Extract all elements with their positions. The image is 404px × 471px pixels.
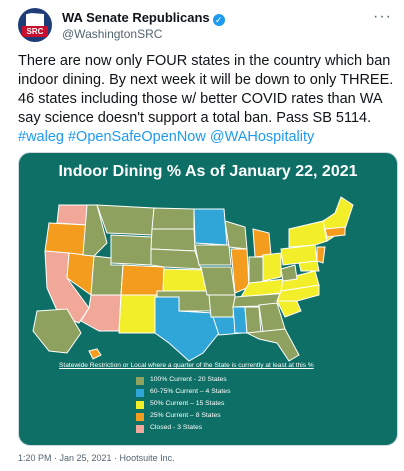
state-maryland bbox=[298, 260, 320, 272]
tweet-body: There are now only FOUR states in the co… bbox=[18, 53, 394, 126]
legend-label: 50% Current – 15 States bbox=[150, 400, 225, 407]
state-west-virginia bbox=[280, 264, 298, 282]
state-arizona bbox=[80, 294, 122, 332]
state-montana bbox=[96, 204, 155, 236]
tweet-timestamp[interactable]: 1:20 PM · Jan 25, 2021 · Hootsuite Inc. bbox=[18, 453, 175, 463]
account-display-name[interactable]: WA Senate Republicans ✓ bbox=[62, 10, 225, 26]
state-missouri bbox=[200, 266, 236, 296]
state-north-dakota bbox=[151, 207, 195, 230]
state-idaho bbox=[82, 204, 108, 257]
display-name-text: WA Senate Republicans bbox=[62, 10, 210, 25]
state-michigan bbox=[252, 228, 272, 258]
legend-swatch bbox=[136, 401, 144, 409]
state-new-mexico bbox=[118, 294, 158, 334]
legend-label: 25% Current – 8 States bbox=[150, 412, 221, 419]
mention-wahospitality[interactable]: @WAHospitality bbox=[209, 129, 315, 145]
us-states-map bbox=[32, 196, 354, 362]
washington-state-shape-icon bbox=[26, 13, 44, 26]
state-minnesota bbox=[193, 208, 228, 246]
state-texas bbox=[154, 296, 220, 362]
hashtag-waleg[interactable]: #waleg bbox=[18, 129, 64, 145]
state-iowa bbox=[194, 244, 232, 266]
tweet-text: There are now only FOUR states in the co… bbox=[18, 52, 398, 147]
map-title: Indoor Dining % As of January 22, 2021 bbox=[58, 163, 358, 180]
avatar-badge-text: SRC bbox=[22, 26, 48, 37]
state-wisconsin bbox=[224, 220, 248, 250]
legend-label: Closed - 3 States bbox=[150, 424, 203, 431]
state-hawaii bbox=[88, 348, 102, 360]
verified-badge-icon: ✓ bbox=[212, 14, 225, 26]
legend-label: 60-75% Current – 4 States bbox=[150, 388, 231, 395]
state-new-york bbox=[288, 220, 328, 248]
state-alaska bbox=[32, 308, 82, 354]
state-oregon bbox=[44, 222, 88, 256]
tweet-media-image[interactable]: Indoor Dining % As of January 22, 2021 bbox=[18, 152, 398, 446]
state-virginia bbox=[280, 270, 320, 292]
state-new-jersey bbox=[316, 246, 326, 264]
state-ohio bbox=[262, 252, 282, 282]
state-alabama bbox=[244, 306, 262, 334]
legend-heading: Statewide Restriction or Local where a q… bbox=[59, 362, 314, 369]
legend-swatch bbox=[136, 377, 144, 385]
legend-swatch bbox=[136, 425, 144, 433]
map-legend: Statewide Restriction or Local where a q… bbox=[19, 358, 397, 443]
state-nebraska bbox=[150, 248, 202, 270]
state-washington bbox=[56, 204, 88, 226]
state-kansas bbox=[162, 268, 207, 292]
tweet-header: SRC WA Senate Republicans ✓ @WashingtonSR… bbox=[18, 8, 398, 44]
state-massachusetts bbox=[324, 226, 346, 238]
avatar[interactable]: SRC bbox=[18, 8, 52, 42]
state-wyoming bbox=[110, 234, 153, 266]
account-handle[interactable]: @WashingtonSRC bbox=[62, 27, 163, 41]
state-south-dakota bbox=[150, 228, 196, 252]
legend-label: 100% Current - 20 States bbox=[150, 376, 227, 383]
state-arkansas bbox=[208, 294, 236, 318]
hashtag-opensafeopennow[interactable]: #OpenSafeOpenNow bbox=[67, 129, 206, 145]
state-florida bbox=[245, 328, 300, 362]
legend-swatch bbox=[136, 413, 144, 421]
legend-swatch bbox=[136, 389, 144, 397]
more-options-icon[interactable]: ··· bbox=[373, 8, 392, 25]
